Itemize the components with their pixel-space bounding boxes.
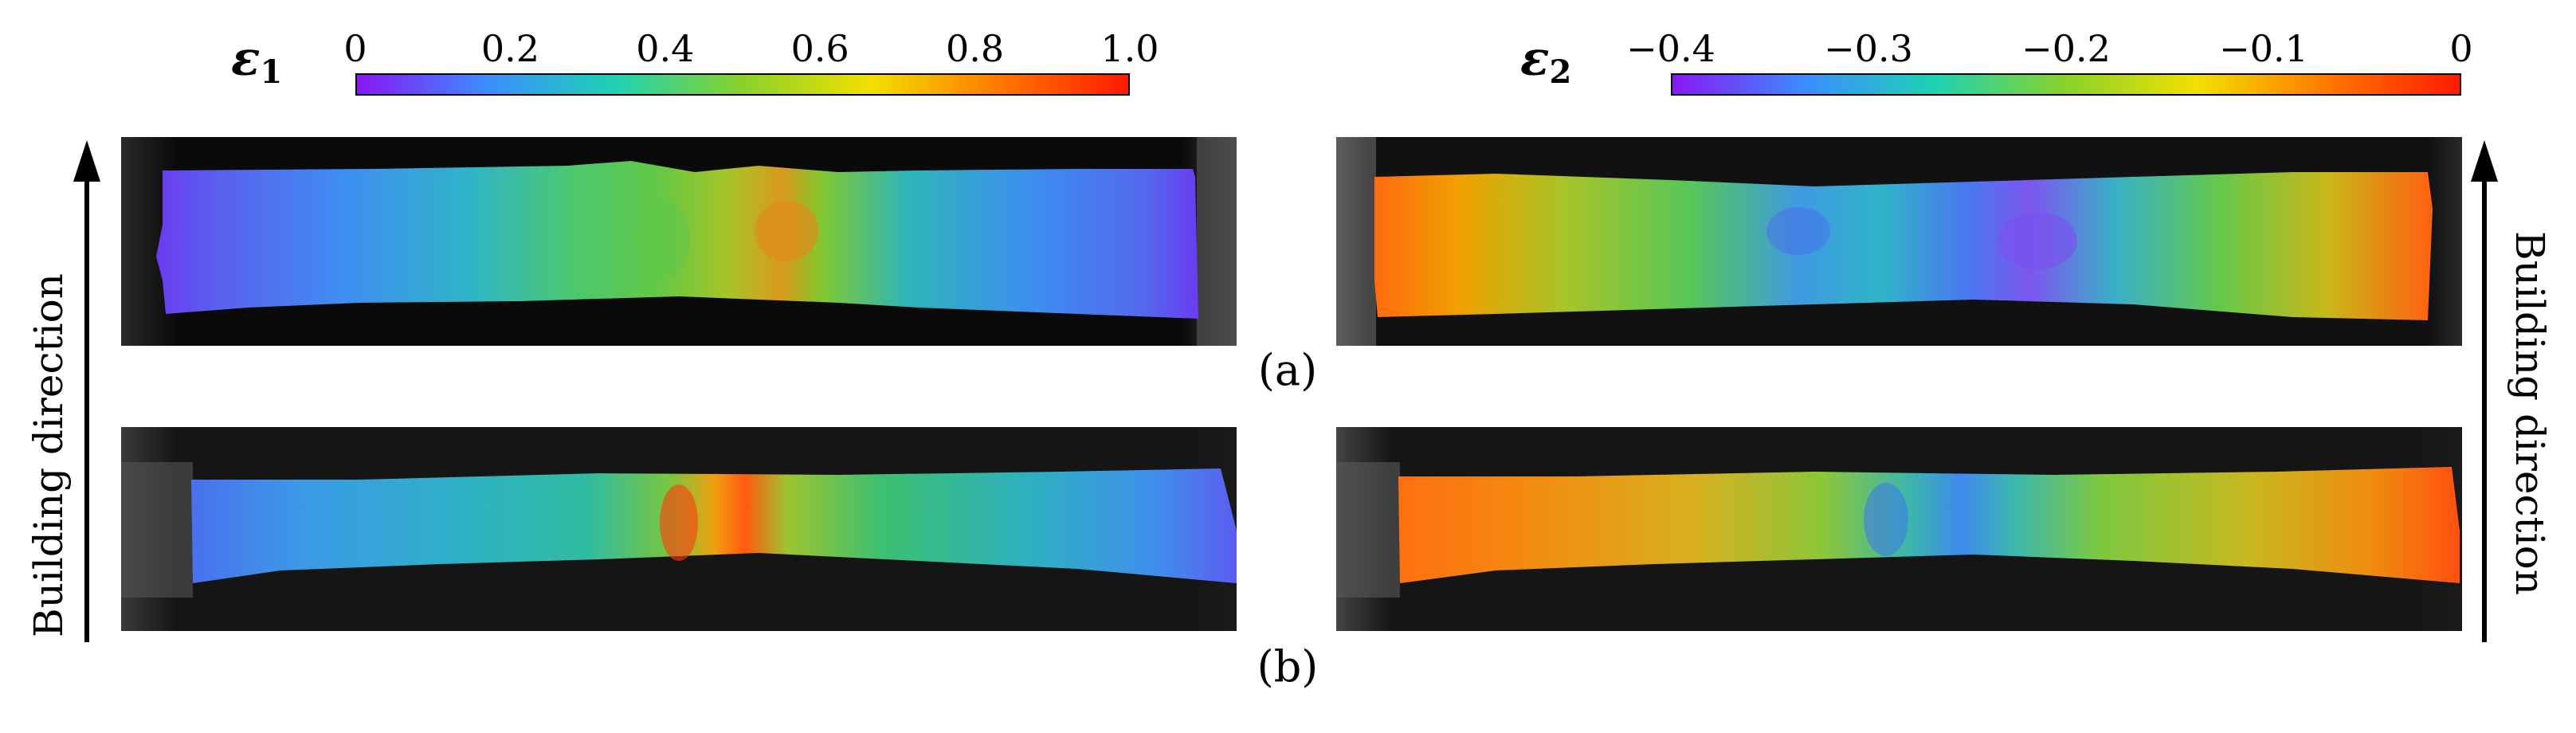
eps1-tick: 0 — [343, 27, 367, 70]
building-direction-label-right: Building direction — [2507, 231, 2553, 595]
eps1-tick: 1.0 — [1100, 27, 1159, 70]
building-direction-arrow-left — [73, 140, 100, 642]
strain-map-b-eps1 — [121, 427, 1237, 631]
eps1-tick: 0.6 — [790, 27, 849, 70]
eps2-colorbar — [1671, 73, 2461, 96]
strain-map-a-eps1 — [121, 137, 1237, 346]
building-direction-arrow-right — [2471, 140, 2498, 642]
strain-map-a-eps2 — [1336, 137, 2462, 346]
eps1-symbol: ε1 — [231, 31, 283, 91]
eps2-tick: −0.1 — [2219, 27, 2308, 70]
eps1-tick: 0.2 — [480, 27, 539, 70]
eps2-tick: 0 — [2449, 27, 2473, 70]
eps1-tick: 0.8 — [946, 27, 1005, 70]
eps1-tick: 0.4 — [636, 27, 695, 70]
eps2-symbol: ε2 — [1520, 31, 1572, 91]
caption-b: (b) — [1257, 641, 1319, 692]
eps2-tick: −0.4 — [1626, 27, 1715, 70]
eps2-colorbar-ticks: −0.4 −0.3 −0.2 −0.1 0 — [1626, 27, 2472, 70]
eps1-colorbar-ticks: 0 0.2 0.4 0.6 0.8 1.0 — [343, 27, 1159, 70]
strain-map-b-eps2 — [1336, 427, 2462, 631]
building-direction-label-left: Building direction — [25, 273, 72, 637]
eps2-tick: −0.3 — [1824, 27, 1913, 70]
caption-a: (a) — [1257, 345, 1318, 395]
eps1-colorbar — [355, 73, 1130, 96]
eps2-tick: −0.2 — [2021, 27, 2111, 70]
